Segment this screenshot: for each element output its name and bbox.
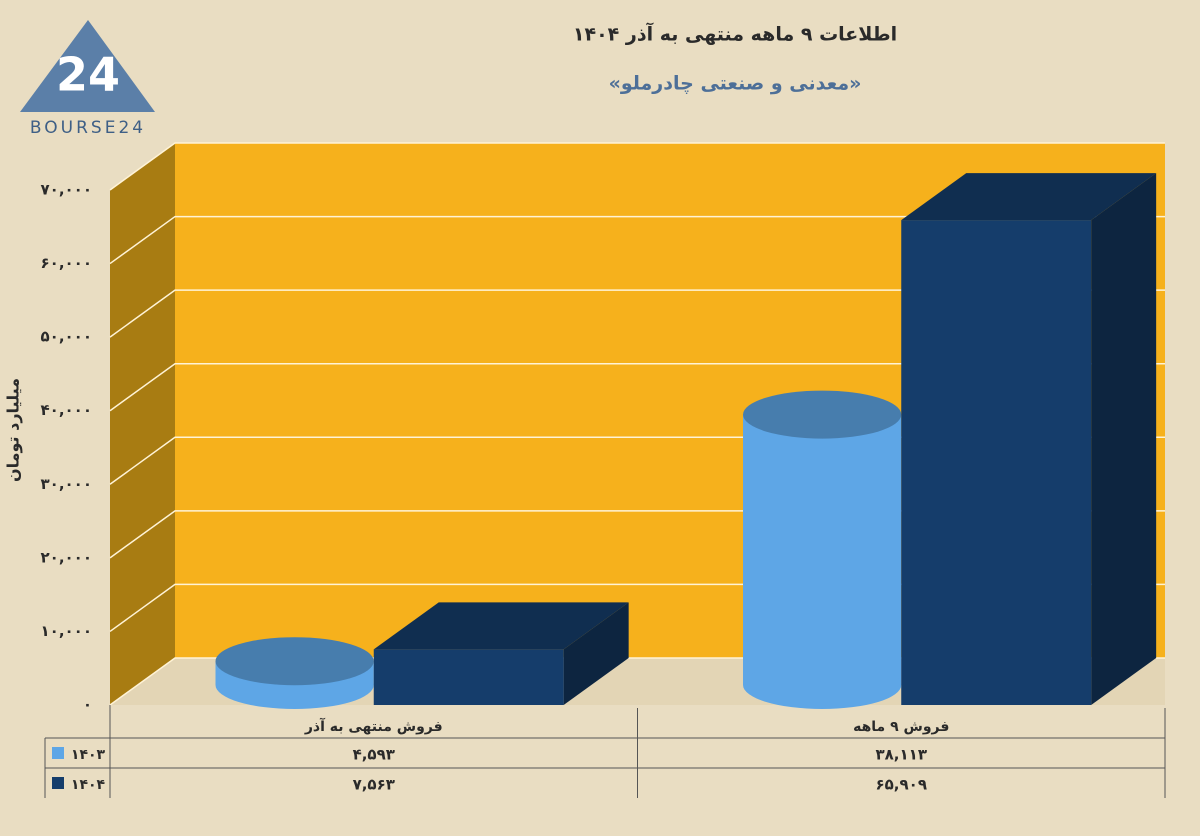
legend-label: ۱۴۰۳ [71,747,106,763]
chart-subtitle: «معدنی و صنعتی چادرملو» [609,73,862,95]
cylinder-body [743,414,902,685]
y-tick-label: ۶۰,۰۰۰ [41,254,92,272]
grid-line [109,289,1165,338]
box-front [373,649,564,705]
cylinder-bar [215,637,374,709]
legend-swatch [52,777,64,789]
box-top [373,602,629,650]
box-bar [901,173,1157,705]
box-bar [373,602,629,705]
cylinder-top [215,637,374,686]
value-label: ۴,۵۹۳ [353,746,395,764]
y-tick-label: ۴۰,۰۰۰ [41,401,92,419]
value-label: ۷,۵۶۳ [353,776,395,794]
chart-title: اطلاعات ۹ ماهه منتهی به آذر ۱۴۰۴ [573,22,897,46]
grid-line [109,215,1165,265]
box-front [901,220,1092,705]
logo-text: BOURSE24 [30,118,146,138]
logo-mark: 24 [56,48,120,102]
legend-label: ۱۴۰۴ [71,777,106,793]
y-tick-label: ۲۰,۰۰۰ [41,548,92,566]
y-tick-label: ۰ [83,696,92,714]
value-label: ۳۸,۱۱۳ [876,746,927,764]
cylinder-top [743,390,902,439]
y-tick-label: ۵۰,۰۰۰ [41,328,92,346]
box-top [901,173,1157,221]
logo: 24 BOURSE24 [20,20,155,138]
y-tick-label: ۳۰,۰۰۰ [41,475,92,493]
y-tick-label: ۷۰,۰۰۰ [41,181,92,199]
side-wall [110,143,175,705]
y-tick-label: ۱۰,۰۰۰ [41,622,92,640]
cylinder-bottom [743,661,902,709]
category-label: فروش ۹ ماهه [853,719,949,735]
value-label: ۶۵,۹۰۹ [876,776,927,794]
grid-line [109,142,1165,191]
cylinder-bar [743,390,902,709]
legend-swatch [52,747,64,759]
grid-line [109,362,1165,412]
logo-triangle [20,20,155,112]
category-label: فروش منتهی به آذر [304,717,443,735]
box-side [563,602,629,705]
box-side [1091,173,1157,705]
y-axis-label: میلیارد تومان [4,378,23,482]
